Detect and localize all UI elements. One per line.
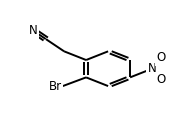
Text: Br: Br — [48, 80, 61, 93]
Text: O: O — [156, 51, 166, 64]
Text: N: N — [29, 24, 37, 37]
Text: N: N — [148, 62, 156, 75]
Text: O: O — [156, 74, 166, 86]
